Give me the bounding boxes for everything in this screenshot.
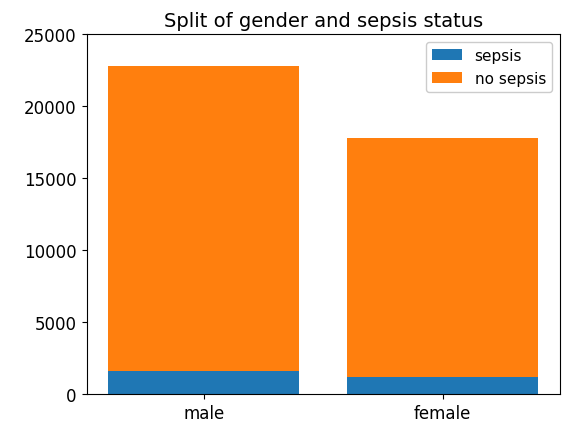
Title: Split of gender and sepsis status: Split of gender and sepsis status (163, 12, 483, 31)
Bar (108, 371, 299, 394)
Bar (347, 377, 538, 394)
Legend: sepsis, no sepsis: sepsis, no sepsis (426, 42, 552, 92)
Bar (108, 67, 299, 371)
Bar (347, 138, 538, 377)
